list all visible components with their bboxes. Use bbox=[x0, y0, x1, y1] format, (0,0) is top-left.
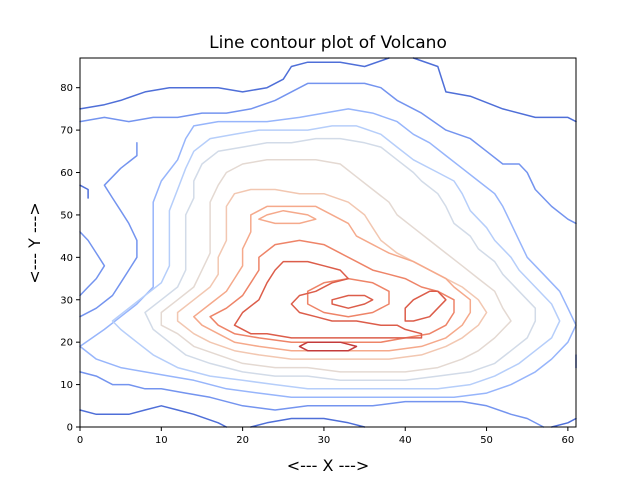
contour-line-level-4-1 bbox=[111, 125, 561, 390]
contour-line-level-8-2 bbox=[258, 209, 317, 225]
contour-line-level-10-3 bbox=[404, 290, 447, 322]
contour-line-level-2-3 bbox=[79, 142, 138, 318]
y-axis-label: <--- Y ---> bbox=[25, 202, 44, 283]
contour-line-level-1-4 bbox=[79, 405, 228, 428]
x-tick-label: 10 bbox=[155, 435, 168, 446]
contour-line-level-10-2 bbox=[331, 294, 374, 309]
contour-line-level-1-2 bbox=[79, 57, 390, 110]
y-axis: 0 10 20 30 40 50 60 70 80 bbox=[60, 83, 80, 434]
plot-frame bbox=[79, 57, 577, 428]
x-axis: 0 10 20 30 40 50 60 bbox=[77, 427, 574, 446]
x-tick-label: 0 bbox=[77, 435, 83, 446]
contour-line-level-2-2 bbox=[79, 82, 577, 225]
y-tick-label: 30 bbox=[60, 295, 73, 306]
chart-title: Line contour plot of Volcano bbox=[209, 33, 447, 53]
contour-line-level-6-1 bbox=[160, 159, 512, 373]
contour-line-level-2-4 bbox=[79, 371, 545, 428]
y-tick-label: 10 bbox=[60, 380, 73, 391]
y-tick-label: 50 bbox=[60, 210, 73, 221]
y-tick-label: 80 bbox=[60, 83, 73, 94]
contour-line-level-10-1 bbox=[233, 260, 423, 339]
contour-line-level-3-1 bbox=[79, 108, 577, 399]
y-tick-label: 20 bbox=[60, 338, 73, 349]
contour-line-level-2-1 bbox=[79, 231, 106, 297]
y-tick-label: 60 bbox=[60, 168, 73, 179]
contour-line-level-1-1 bbox=[79, 184, 89, 199]
contour-line-level-1-6 bbox=[550, 417, 577, 428]
contour-line-level-11-1 bbox=[298, 341, 358, 352]
contour-line-level-1-5 bbox=[250, 417, 366, 428]
x-tick-label: 40 bbox=[399, 435, 412, 446]
y-tick-label: 40 bbox=[60, 253, 73, 264]
x-tick-label: 50 bbox=[480, 435, 493, 446]
x-tick-label: 20 bbox=[236, 435, 249, 446]
contour-lines bbox=[79, 57, 577, 428]
y-tick-label: 0 bbox=[67, 423, 73, 434]
y-tick-label: 70 bbox=[60, 126, 73, 137]
contour-line-level-5-1 bbox=[144, 137, 537, 382]
x-tick-label: 30 bbox=[318, 435, 331, 446]
x-axis-label: <--- X ---> bbox=[287, 456, 370, 475]
contour-line-level-1-3 bbox=[412, 57, 577, 123]
x-tick-label: 60 bbox=[562, 435, 575, 446]
